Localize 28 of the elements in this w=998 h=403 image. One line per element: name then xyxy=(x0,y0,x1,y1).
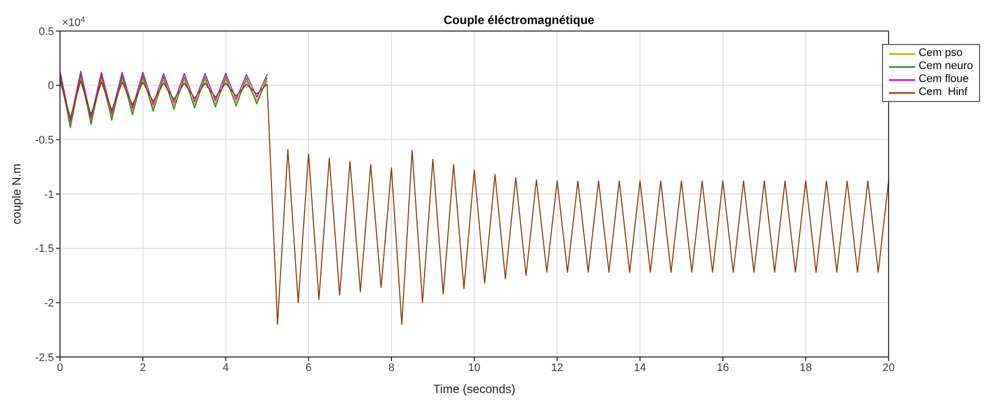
line-series xyxy=(60,80,889,325)
x-tick-label: 16 xyxy=(716,362,729,374)
y-tick-label: -1 xyxy=(44,188,54,201)
x-tick-label: 0 xyxy=(56,362,64,374)
y-tick-label: 0 xyxy=(48,80,54,92)
y-tick-label: 0.5 xyxy=(38,26,54,38)
x-tick-label: 20 xyxy=(882,362,895,374)
legend-label: Cem floue xyxy=(918,73,969,86)
chart-title: Couple éléctromagnétique xyxy=(444,13,595,27)
y-tick-label: -2.5 xyxy=(35,352,54,364)
x-tick-label: 4 xyxy=(222,362,229,374)
line-series xyxy=(60,70,268,122)
x-tick-label: 2 xyxy=(140,362,146,374)
x-tick-label: 12 xyxy=(551,362,564,374)
y-axis-title: couple N.m xyxy=(9,164,24,224)
legend-label: Cem neuro xyxy=(918,60,973,73)
x-tick-label: 14 xyxy=(634,362,646,374)
y-tick-label: -1.5 xyxy=(35,243,54,256)
x-tick-label: 6 xyxy=(306,362,312,374)
y-tick-label: -0.5 xyxy=(35,134,54,147)
x-tick-label: 8 xyxy=(388,362,394,374)
legend-label: Cem pso xyxy=(918,47,963,60)
text: ×10$^{4}$ xyxy=(62,14,86,29)
x-tick-label: 10 xyxy=(468,362,480,374)
x-axis-title: Time (seconds) xyxy=(433,382,516,396)
legend-label: Cem Hinf xyxy=(918,86,968,99)
y-tick-label: -2 xyxy=(44,298,54,310)
x-tick-label: 18 xyxy=(800,362,812,374)
